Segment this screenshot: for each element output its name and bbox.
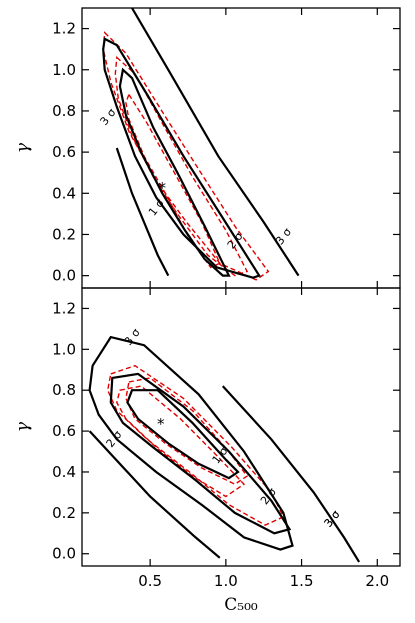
plot-area: [102, 8, 300, 281]
contour-label: 2 σ: [104, 428, 125, 450]
contour-1sigma-1: [118, 67, 231, 277]
x-tick-label: 2.0: [365, 572, 389, 590]
dashed-contour-3: [102, 31, 270, 281]
contour-3sigma-4: [88, 335, 294, 551]
y-tick-label: 0.8: [52, 102, 76, 120]
y-tick-label: 0.0: [52, 267, 76, 285]
y-tick-label: 1.2: [52, 299, 76, 317]
contour-label: 1 σ: [210, 445, 231, 467]
y-tick-label: 1.2: [52, 20, 76, 38]
contour-label: 1 σ: [146, 197, 167, 219]
y-axis-label: γ: [13, 421, 33, 432]
y-tick-label: 0.6: [52, 422, 76, 440]
y-tick-label: 0.4: [52, 184, 76, 202]
y-tick-label: 1.0: [52, 340, 76, 358]
x-axis-label: C₅₀₀: [224, 595, 258, 615]
y-axis-label: γ: [13, 142, 33, 153]
y-tick-label: 0.6: [52, 143, 76, 161]
dashed-contour-2: [114, 55, 249, 277]
y-tick-label: 0.4: [52, 463, 76, 481]
contour-3sigma-4: [115, 147, 170, 277]
contour-3sigma-3: [131, 8, 300, 277]
best-fit-marker: *: [159, 179, 167, 197]
y-tick-label: 0.8: [52, 381, 76, 399]
contour-label: 3 σ: [322, 508, 343, 530]
contour-1sigma-1: [126, 389, 240, 480]
contour-label: 3 σ: [273, 226, 294, 248]
best-fit-marker: *: [157, 415, 165, 433]
contour-2sigma-2: [102, 37, 261, 279]
x-tick-label: 0.5: [138, 572, 162, 590]
y-tick-label: 0.0: [52, 545, 76, 563]
contour-3sigma-5: [88, 430, 221, 559]
plot-frame: [81, 287, 401, 567]
contour-2sigma-2: [109, 372, 292, 535]
y-tick-label: 0.2: [52, 504, 76, 522]
dashed-contour-1: [125, 377, 249, 486]
y-tick-label: 1.0: [52, 61, 76, 79]
contour-3sigma-6: [221, 385, 361, 563]
plot-area: [88, 335, 361, 563]
contour-label: 3 σ: [98, 106, 119, 128]
y-tick-label: 0.2: [52, 225, 76, 243]
x-tick-label: 1.5: [290, 572, 314, 590]
bottom-panel: 1 σ2 σ2 σ3 σ3 σ3 σ*0.00.20.40.60.81.01.2…: [13, 287, 401, 615]
x-tick-label: 1.0: [214, 572, 238, 590]
dashed-contour-2: [116, 385, 246, 498]
